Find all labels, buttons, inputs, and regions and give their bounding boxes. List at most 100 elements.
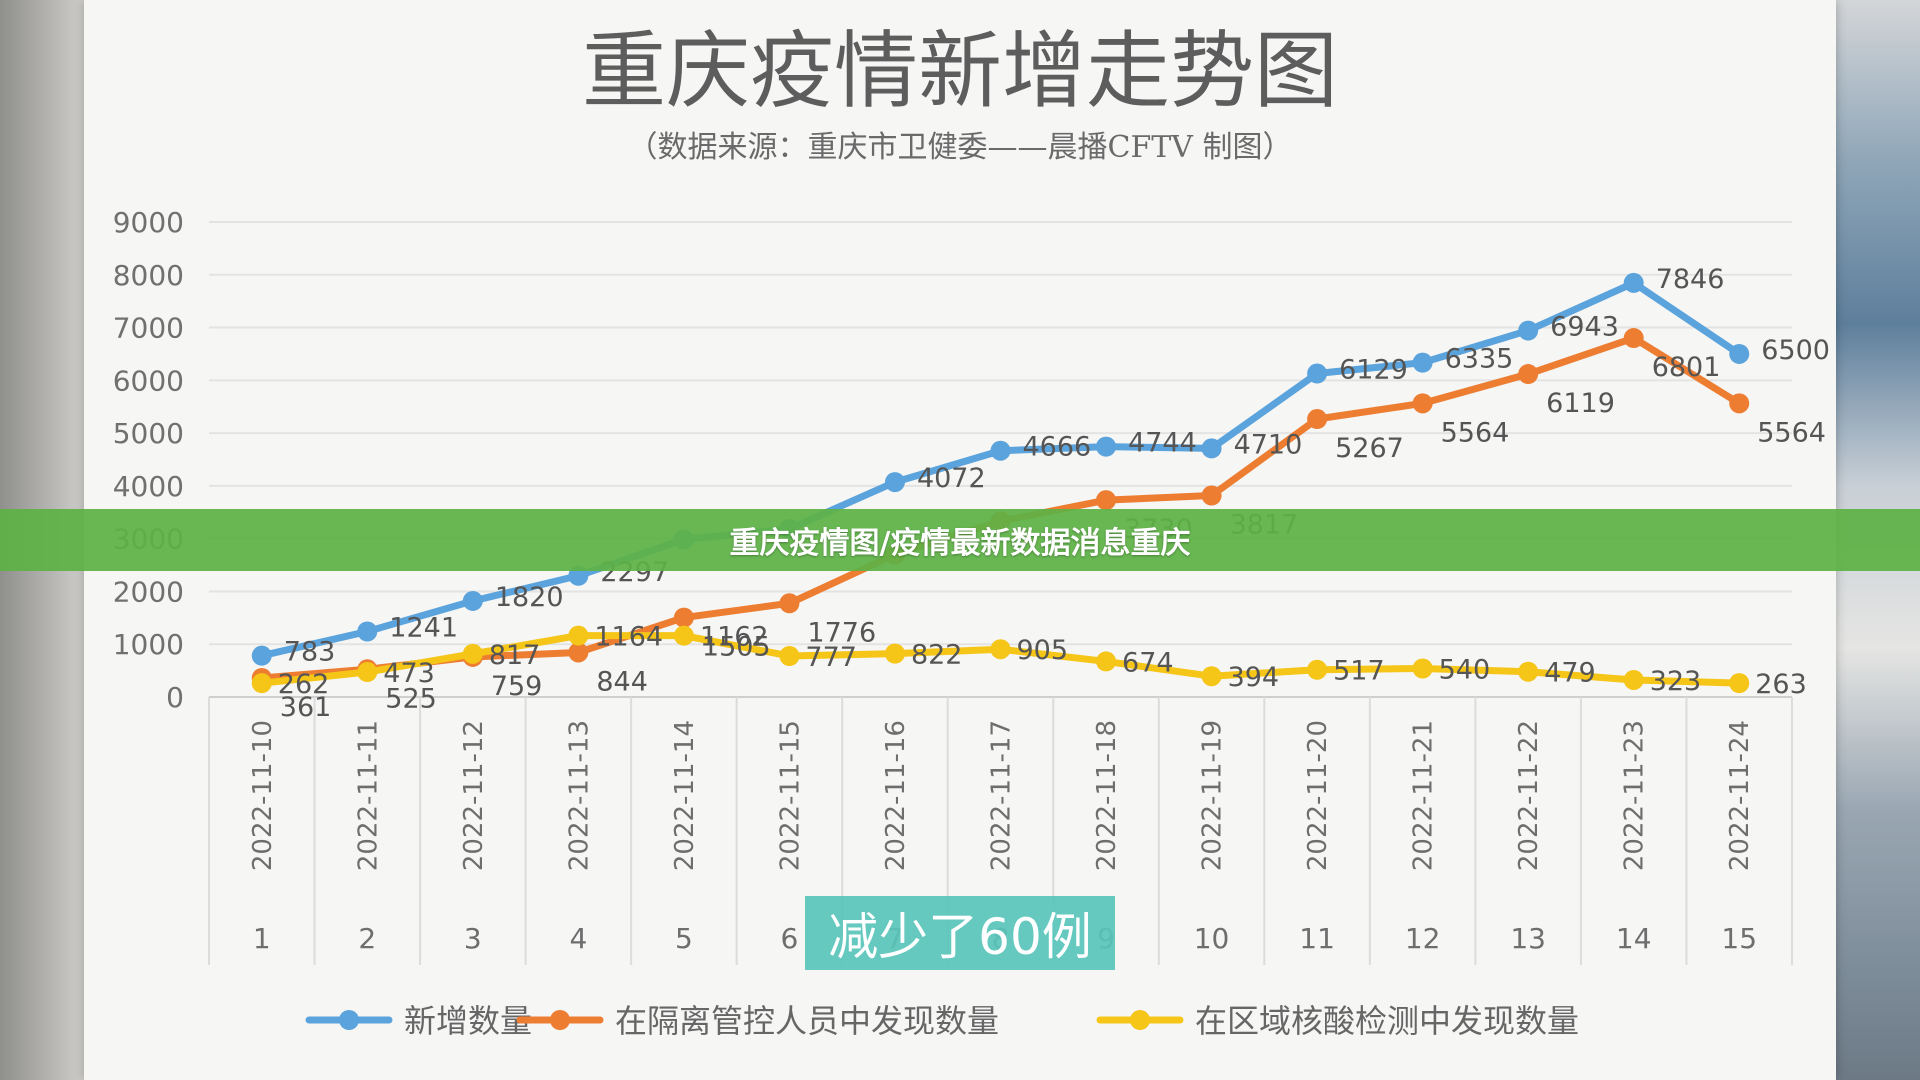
data-label: 6943 (1550, 312, 1619, 343)
data-label: 5267 (1335, 433, 1404, 464)
x-index-label: 13 (1510, 922, 1546, 955)
data-point (568, 625, 589, 646)
data-label: 6119 (1546, 388, 1615, 419)
data-point (1307, 363, 1328, 384)
data-point (1412, 352, 1433, 373)
x-index-label: 11 (1299, 922, 1335, 955)
data-label: 759 (491, 671, 543, 702)
data-point (1518, 661, 1539, 682)
x-tick-label: 2022-11-16 (881, 720, 911, 871)
x-index-label: 3 (464, 922, 482, 955)
data-point (1623, 669, 1644, 690)
data-label: 525 (385, 683, 437, 714)
data-point (462, 643, 483, 664)
legend-marker (550, 1010, 570, 1030)
chart-title: 重庆疫情新增走势图 (582, 22, 1338, 120)
data-label: 1241 (389, 613, 458, 644)
data-point (884, 472, 905, 493)
x-index-label: 5 (675, 922, 693, 955)
legend-label: 新增数量 (404, 1002, 532, 1040)
x-tick-label: 2022-11-11 (353, 720, 383, 871)
data-point (1518, 364, 1539, 385)
x-tick-label: 2022-11-15 (775, 720, 805, 871)
data-point (1729, 393, 1750, 414)
series-lines (251, 272, 1750, 694)
data-label: 6500 (1761, 335, 1830, 366)
data-point (357, 621, 378, 642)
x-tick-label: 2022-11-10 (248, 720, 278, 871)
data-point (779, 645, 800, 666)
y-axis: 0100020003000400050006000700080009000 (113, 206, 184, 714)
x-index-label: 10 (1194, 922, 1230, 955)
x-index-label: 1 (253, 922, 271, 955)
data-point (1729, 343, 1750, 364)
x-index-label: 14 (1616, 922, 1652, 955)
x-index-label: 2 (358, 922, 376, 955)
legend-marker (339, 1010, 359, 1030)
x-tick-label: 2022-11-18 (1092, 720, 1122, 871)
legend-label: 在隔离管控人员中发现数量 (615, 1002, 999, 1040)
data-point (1623, 328, 1644, 349)
data-point (251, 645, 272, 666)
y-tick-label: 8000 (113, 259, 184, 292)
x-tick-label: 2022-11-13 (564, 720, 594, 871)
y-tick-label: 7000 (113, 312, 184, 345)
data-label: 905 (1017, 635, 1069, 666)
data-point (1623, 272, 1644, 293)
data-label: 5564 (1757, 417, 1826, 448)
data-point (1201, 438, 1222, 459)
data-point (1412, 393, 1433, 414)
data-label: 517 (1333, 656, 1385, 687)
chart-subtitle: （数据来源：重庆市卫健委——晨播CFTV 制图） (628, 130, 1293, 165)
data-label: 361 (280, 692, 332, 723)
x-tick-label: 2022-11-24 (1725, 720, 1755, 871)
data-label: 394 (1228, 662, 1280, 693)
legend-label: 在区域核酸检测中发现数量 (1195, 1002, 1579, 1040)
data-label: 822 (911, 640, 963, 671)
x-tick-label: 2022-11-19 (1198, 720, 1228, 871)
data-label: 777 (805, 642, 857, 673)
data-label: 7846 (1656, 264, 1725, 295)
y-tick-label: 1000 (113, 628, 184, 661)
series-line (258, 334, 1743, 682)
x-index-label: 12 (1405, 922, 1441, 955)
data-label: 4072 (917, 463, 986, 494)
x-tick-label: 2022-11-21 (1409, 720, 1439, 871)
data-point (673, 607, 694, 628)
data-label: 1164 (594, 622, 663, 653)
data-label: 4744 (1128, 428, 1197, 459)
data-label: 4666 (1023, 432, 1092, 463)
data-point (1307, 659, 1328, 680)
y-tick-label: 6000 (113, 364, 184, 397)
x-index-label: 4 (569, 922, 587, 955)
data-label: 844 (596, 666, 648, 697)
data-point (462, 590, 483, 611)
data-point (1412, 658, 1433, 679)
data-label: 674 (1122, 647, 1174, 678)
x-index-label: 15 (1721, 922, 1757, 955)
data-label: 6129 (1339, 355, 1408, 386)
data-point (1096, 436, 1117, 457)
data-label: 817 (489, 640, 541, 671)
data-point (673, 625, 694, 646)
data-point (884, 643, 905, 664)
x-tick-label: 2022-11-17 (987, 720, 1017, 871)
data-point (357, 662, 378, 683)
data-point (1201, 666, 1222, 687)
series-line (258, 279, 1743, 660)
data-point (251, 673, 272, 694)
video-caption: 减少了60例 (805, 896, 1115, 970)
data-point (568, 642, 589, 663)
data-label: 1776 (807, 617, 876, 648)
x-tick-label: 2022-11-12 (459, 720, 489, 871)
data-label: 473 (383, 658, 435, 689)
y-tick-label: 2000 (113, 575, 184, 608)
data-point (1201, 485, 1222, 506)
data-point (1307, 409, 1328, 430)
y-tick-label: 0 (166, 681, 184, 714)
data-label: 263 (1755, 669, 1807, 700)
x-tick-label: 2022-11-20 (1303, 720, 1333, 871)
x-tick-label: 2022-11-23 (1620, 720, 1650, 871)
legend: 新增数量 在隔离管控人员中发现数量 在区域核酸检测中发现数量 (305, 1002, 1579, 1040)
